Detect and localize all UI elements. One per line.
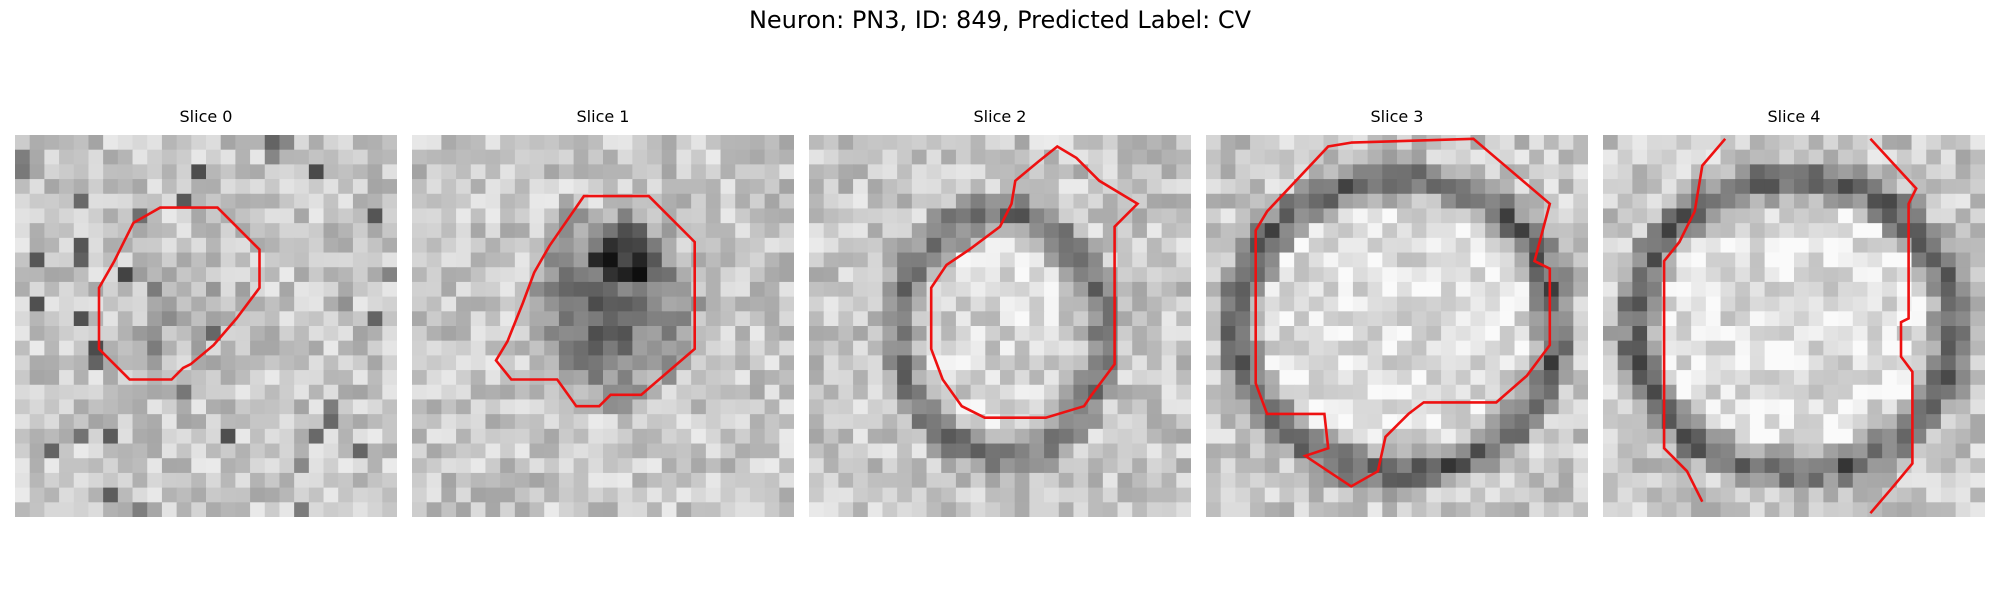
slice-image bbox=[1603, 135, 1985, 517]
slice-panel-4: Slice 4 bbox=[1603, 106, 1985, 517]
figure-title: Neuron: PN3, ID: 849, Predicted Label: C… bbox=[748, 6, 1252, 34]
slice-title: Slice 2 bbox=[973, 107, 1027, 126]
slice-title: Slice 3 bbox=[1370, 107, 1424, 126]
slice-image bbox=[809, 135, 1191, 517]
slice-panel-0: Slice 0 bbox=[15, 106, 397, 517]
contour-outline bbox=[97, 206, 261, 381]
slice-image bbox=[1206, 135, 1588, 517]
contour-outline bbox=[1254, 137, 1552, 488]
contour-segment bbox=[1662, 137, 1727, 503]
slice-title: Slice 0 bbox=[179, 107, 233, 126]
slice-panel-3: Slice 3 bbox=[1206, 106, 1588, 517]
slice-title: Slice 1 bbox=[576, 107, 630, 126]
slice-image bbox=[15, 135, 397, 517]
contour-segment bbox=[1869, 137, 1918, 515]
slice-image bbox=[412, 135, 794, 517]
slice-title: Slice 4 bbox=[1767, 107, 1821, 126]
contour-outline bbox=[929, 144, 1140, 420]
contour-outline bbox=[494, 194, 697, 408]
slice-panel-2: Slice 2 bbox=[809, 106, 1191, 517]
slice-panel-1: Slice 1 bbox=[412, 106, 794, 517]
